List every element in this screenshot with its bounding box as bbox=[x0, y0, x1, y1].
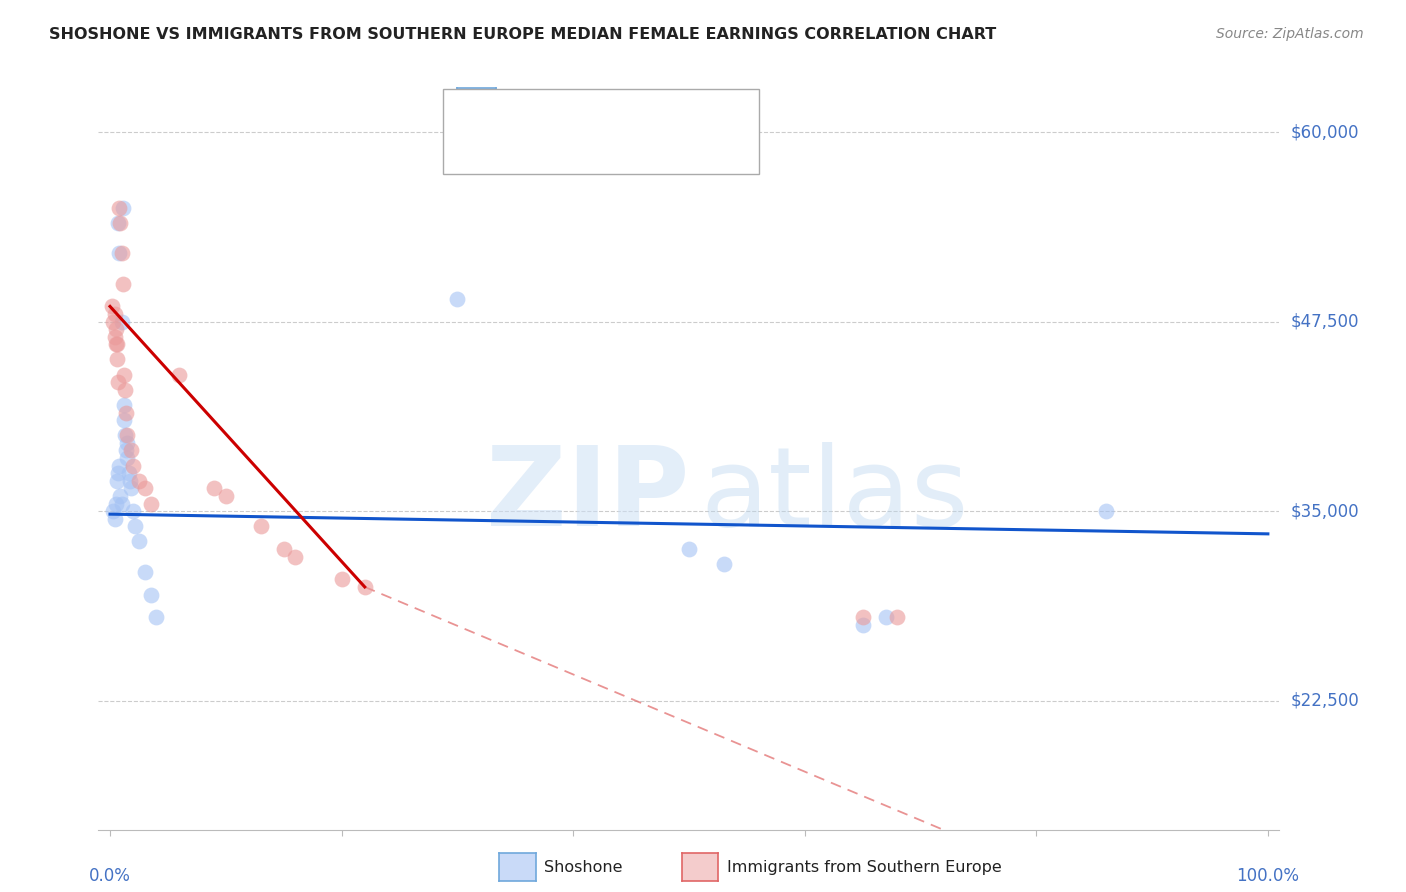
Point bbox=[104, 330, 127, 344]
Point bbox=[284, 549, 307, 564]
Point bbox=[852, 610, 875, 624]
Point bbox=[852, 617, 875, 632]
Text: -0.679: -0.679 bbox=[550, 136, 607, 152]
Point bbox=[104, 511, 127, 525]
Point bbox=[104, 337, 127, 351]
Point bbox=[273, 541, 295, 557]
Point bbox=[128, 474, 150, 488]
Point bbox=[108, 458, 131, 473]
Point bbox=[105, 337, 128, 351]
Text: 32: 32 bbox=[648, 97, 671, 112]
Text: Immigrants from Southern Europe: Immigrants from Southern Europe bbox=[727, 860, 1001, 874]
Point bbox=[111, 277, 134, 291]
Text: Source: ZipAtlas.com: Source: ZipAtlas.com bbox=[1216, 27, 1364, 41]
Point bbox=[114, 428, 136, 442]
Text: R =: R = bbox=[508, 136, 543, 152]
Point bbox=[107, 216, 129, 230]
Text: N =: N = bbox=[610, 97, 647, 112]
Text: 0.0%: 0.0% bbox=[89, 867, 131, 886]
Point bbox=[108, 201, 131, 215]
Text: $60,000: $60,000 bbox=[1291, 123, 1360, 141]
Point bbox=[139, 587, 162, 601]
Point bbox=[111, 201, 134, 215]
Point bbox=[120, 481, 142, 495]
Point bbox=[145, 610, 167, 624]
Point bbox=[139, 496, 162, 510]
Text: 100.0%: 100.0% bbox=[1236, 867, 1299, 886]
Point bbox=[104, 322, 127, 336]
Point bbox=[249, 519, 271, 533]
Point bbox=[122, 504, 145, 518]
Text: R =: R = bbox=[508, 97, 543, 112]
Point bbox=[353, 580, 375, 594]
Text: 31: 31 bbox=[648, 136, 671, 152]
Point bbox=[110, 496, 132, 510]
Point bbox=[1094, 504, 1116, 518]
Point bbox=[120, 443, 142, 458]
Point bbox=[128, 534, 150, 549]
Point bbox=[115, 443, 138, 458]
Point bbox=[117, 466, 139, 480]
Text: $22,500: $22,500 bbox=[1291, 691, 1360, 710]
Text: SHOSHONE VS IMMIGRANTS FROM SOUTHERN EUROPE MEDIAN FEMALE EARNINGS CORRELATION C: SHOSHONE VS IMMIGRANTS FROM SOUTHERN EUR… bbox=[49, 27, 997, 42]
Point bbox=[114, 383, 136, 397]
Text: Shoshone: Shoshone bbox=[544, 860, 623, 874]
Point bbox=[124, 519, 146, 533]
Point bbox=[678, 541, 700, 557]
Text: $47,500: $47,500 bbox=[1291, 312, 1360, 331]
Text: ZIP: ZIP bbox=[485, 442, 689, 549]
Point bbox=[117, 450, 139, 466]
Point bbox=[112, 398, 135, 412]
Point bbox=[115, 405, 138, 420]
Point bbox=[169, 368, 191, 382]
Point bbox=[110, 216, 132, 230]
Point bbox=[103, 315, 125, 329]
Point bbox=[202, 481, 225, 495]
Point bbox=[446, 292, 468, 306]
Point bbox=[103, 504, 125, 518]
Point bbox=[110, 246, 132, 260]
Point bbox=[117, 428, 139, 442]
Point bbox=[105, 474, 128, 488]
Point bbox=[118, 474, 141, 488]
Text: -0.030: -0.030 bbox=[550, 97, 607, 112]
Point bbox=[886, 610, 908, 624]
Y-axis label: Median Female Earnings: Median Female Earnings bbox=[0, 349, 8, 552]
Point bbox=[134, 481, 156, 495]
Point bbox=[112, 413, 135, 427]
Point bbox=[110, 489, 132, 503]
Point bbox=[713, 557, 735, 572]
Point bbox=[107, 375, 129, 389]
Point bbox=[117, 435, 139, 450]
Point bbox=[104, 496, 127, 510]
Point bbox=[107, 466, 129, 480]
Point bbox=[105, 352, 128, 367]
Point bbox=[134, 565, 156, 579]
Point bbox=[122, 458, 145, 473]
Text: atlas: atlas bbox=[700, 442, 969, 549]
Point bbox=[104, 307, 127, 321]
Point bbox=[330, 573, 353, 587]
Point bbox=[875, 610, 897, 624]
Point bbox=[215, 489, 238, 503]
Text: $35,000: $35,000 bbox=[1291, 502, 1360, 520]
Point bbox=[108, 246, 131, 260]
Point bbox=[101, 300, 124, 314]
Point bbox=[110, 315, 132, 329]
Point bbox=[112, 368, 135, 382]
Text: N =: N = bbox=[610, 136, 647, 152]
